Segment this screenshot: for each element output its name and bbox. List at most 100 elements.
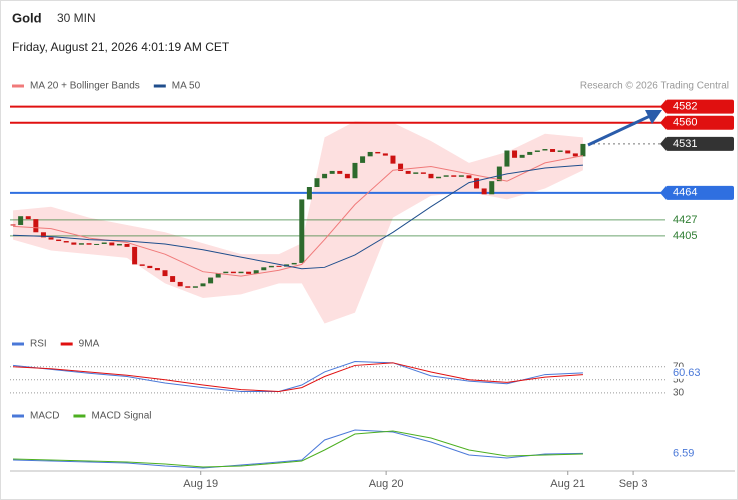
candle [177, 281, 183, 287]
level-label: 4464 [673, 187, 697, 199]
candle [306, 187, 312, 200]
candle [527, 151, 533, 155]
candle [352, 162, 358, 179]
candle [253, 270, 259, 274]
candle [398, 163, 404, 171]
candle [215, 273, 221, 278]
candle [337, 170, 343, 174]
candle [116, 243, 122, 246]
forecast-arrow [587, 114, 651, 147]
line [13, 429, 583, 469]
candle [162, 270, 168, 277]
candle [496, 166, 502, 182]
candle [519, 154, 525, 158]
x-tick-label: Aug 20 [369, 478, 404, 490]
level-box [666, 99, 734, 114]
legend-swatch [12, 414, 24, 418]
legend-swatch [12, 84, 24, 88]
bollinger-band [13, 121, 583, 324]
candle [261, 267, 267, 271]
x-tick-label: Sep 3 [619, 478, 648, 490]
candle [147, 265, 153, 269]
candle [512, 150, 518, 158]
candle [314, 178, 320, 187]
legend-label: MA 50 [172, 81, 201, 92]
level-pointer [660, 115, 666, 130]
candle [458, 175, 464, 177]
candle [443, 175, 449, 177]
legend-swatch [60, 342, 73, 346]
level-box [666, 136, 734, 151]
candle [109, 242, 115, 246]
legend-label: MACD Signal [91, 411, 151, 422]
date: Friday, August 21, 2026 4:01:19 AM CET [12, 40, 230, 54]
line [13, 164, 583, 270]
candle [420, 172, 426, 174]
legend-swatch [153, 84, 166, 88]
line [13, 430, 583, 468]
candle [390, 155, 396, 164]
y-tick-label: 30 [673, 387, 685, 398]
x-tick-label: Aug 19 [183, 478, 218, 490]
candle [375, 151, 381, 154]
legend-swatch [12, 342, 24, 346]
legend-label: 9MA [79, 339, 100, 350]
candle [71, 242, 77, 245]
value-label-bg [668, 447, 708, 460]
candle [223, 271, 229, 274]
candle [48, 237, 54, 240]
candle [185, 286, 191, 288]
candle [18, 216, 24, 225]
candle [428, 173, 434, 179]
candle [542, 149, 548, 151]
source: Research © 2026 Trading Central [580, 81, 729, 92]
candle [208, 277, 214, 284]
candle [451, 175, 457, 177]
candle [139, 264, 145, 266]
forecast-arrowhead [645, 110, 662, 124]
candle [580, 143, 586, 157]
level-label: 4427 [673, 214, 697, 226]
candle [192, 286, 198, 288]
level-box [666, 115, 734, 130]
y-tick-label: 50 [673, 374, 685, 385]
candle [481, 188, 487, 195]
level-label: 4405 [673, 230, 697, 242]
legend-label: RSI [30, 339, 47, 350]
level-label: 4531 [673, 138, 697, 150]
candle [63, 241, 69, 243]
candle [238, 271, 244, 274]
candle [322, 173, 328, 179]
legend-label: MA 20 + Bollinger Bands [30, 81, 140, 92]
candle [504, 150, 510, 167]
candle [572, 153, 578, 157]
candle [246, 271, 252, 274]
candle [405, 170, 411, 174]
candle [268, 265, 274, 268]
level-box [666, 185, 734, 200]
candle [78, 243, 84, 245]
candle [534, 150, 540, 152]
value-label: 60.63 [673, 367, 701, 379]
candle [170, 276, 176, 282]
level-label: 4560 [673, 117, 697, 129]
candle [382, 153, 388, 156]
x-tick-label: Aug 21 [550, 478, 585, 490]
candle [94, 243, 100, 245]
candle [413, 172, 419, 174]
interval: 30 MIN [57, 11, 96, 25]
chart-title: Gold [12, 10, 42, 25]
candle [101, 242, 107, 244]
candle [557, 150, 563, 152]
candle [344, 173, 350, 179]
value-label: 6.59 [673, 447, 694, 459]
line [12, 361, 583, 393]
candle [33, 219, 39, 233]
level-pointer [660, 185, 666, 200]
candle [230, 271, 236, 274]
candle [299, 199, 305, 263]
level-pointer [660, 99, 666, 114]
candle [25, 216, 31, 220]
